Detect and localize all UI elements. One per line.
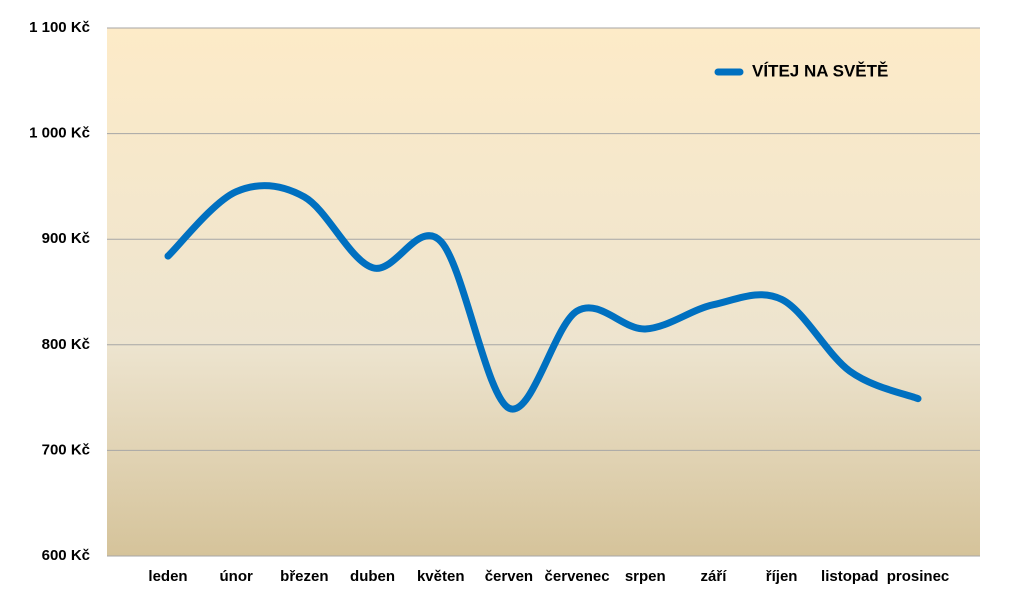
line (164, 182, 922, 413)
legend-label: VÍTEJ NA SVĚTĚ (752, 61, 888, 80)
x-tick-label: únor (220, 568, 253, 585)
x-tick-label: duben (350, 568, 395, 585)
x-tick-label: červenec (545, 568, 610, 585)
x-tick-label: březen (280, 568, 328, 585)
y-tick-label: 1 100 Kč (29, 19, 90, 36)
y-tick-label: 900 Kč (42, 230, 90, 247)
y-tick-label: 700 Kč (42, 441, 90, 458)
x-tick-label: prosinec (887, 568, 950, 585)
x-tick-label: říjen (766, 568, 798, 585)
y-tick-label: 1 000 Kč (29, 125, 90, 142)
x-tick-label: květen (417, 568, 465, 585)
x-tick-label: červen (485, 568, 533, 585)
plot-area (107, 28, 980, 556)
x-tick-label: září (701, 568, 728, 585)
x-tick-label: leden (148, 568, 187, 585)
y-tick-label: 800 Kč (42, 336, 90, 353)
y-tick-label: 600 Kč (42, 547, 90, 564)
x-tick-label: srpen (625, 568, 666, 585)
x-tick-label: listopad (821, 568, 879, 585)
